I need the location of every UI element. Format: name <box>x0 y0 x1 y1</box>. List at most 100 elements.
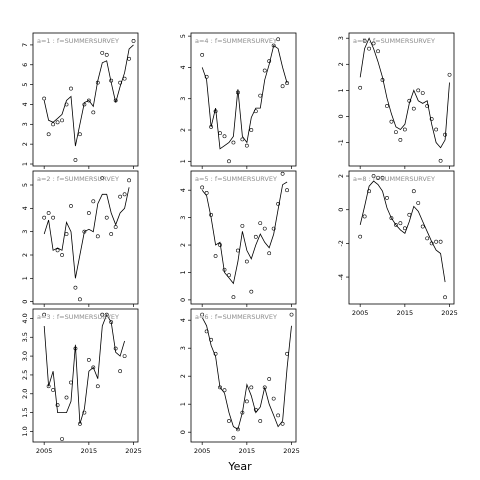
fitted-line <box>43 44 134 147</box>
data-point <box>402 226 407 231</box>
data-point <box>438 158 443 163</box>
data-point <box>209 124 214 129</box>
data-point <box>380 175 385 180</box>
data-point <box>95 80 100 85</box>
data-point <box>100 312 105 317</box>
panel-a4: 1 2 3 4 5 a=4 : f=SUMMERSURVEY <box>179 32 297 169</box>
data-point <box>64 395 69 400</box>
data-point <box>104 52 109 57</box>
data-point <box>244 399 249 404</box>
data-point <box>127 178 131 183</box>
y-tick-label: 3 <box>179 97 187 101</box>
data-point <box>213 351 218 356</box>
data-point <box>416 88 421 93</box>
data-point <box>91 365 96 370</box>
data-point <box>91 110 96 115</box>
fitted-line <box>201 181 288 285</box>
data-point <box>276 202 281 206</box>
data-point <box>236 90 240 95</box>
y-tick-label: 3 <box>337 36 345 40</box>
data-point <box>285 188 289 193</box>
panel-a6: 0 1 2 3 4 2005 2015 2025 a=6 : f=SUMMERSURVEY <box>179 308 300 455</box>
x-tick-label: 2005 <box>352 309 369 317</box>
data-point <box>371 41 376 46</box>
data-point <box>443 132 447 137</box>
data-point <box>240 137 245 142</box>
y-tick-label: 1 <box>337 88 345 92</box>
data-point <box>407 212 412 217</box>
data-point <box>95 384 100 389</box>
data-point <box>46 132 51 137</box>
data-point <box>213 254 218 258</box>
data-point <box>389 216 394 221</box>
data-point <box>358 234 363 239</box>
panel-frame <box>32 170 139 305</box>
data-point <box>380 78 385 82</box>
data-point <box>109 320 114 325</box>
y-tick-label: 3.0 <box>21 351 29 361</box>
data-point <box>42 312 47 317</box>
data-point <box>78 132 82 137</box>
x-tick-label: 2005 <box>194 447 211 455</box>
data-point <box>51 122 56 127</box>
panel-frame <box>32 32 139 167</box>
data-point <box>218 131 222 136</box>
data-point <box>271 396 276 401</box>
data-point <box>447 72 452 77</box>
data-point <box>362 38 367 43</box>
panel-a5: 0 1 2 3 4 a=5 : f=SUMMERSURVEY <box>179 170 297 307</box>
data-point <box>402 127 407 132</box>
data-point <box>95 234 100 239</box>
panel-a1: 1 2 3 4 5 6 7 a=1 : f=SUMMERSURVEY <box>21 32 139 169</box>
y-tick-label: 2 <box>21 142 29 146</box>
panel-label: a=3 : f=SUMMERSURVEY <box>37 313 119 321</box>
y-tick-label: 4 <box>179 318 187 322</box>
data-point <box>118 80 123 85</box>
data-point <box>376 175 380 180</box>
data-point <box>69 86 73 91</box>
y-tick-label: -4 <box>337 274 345 280</box>
y-tick-label: 0 <box>337 114 345 118</box>
data-point <box>267 377 272 381</box>
data-point <box>204 191 209 195</box>
x-tick-label: 2015 <box>239 447 256 455</box>
data-point <box>122 354 127 358</box>
data-point <box>104 215 109 220</box>
x-axis-title: Year <box>227 460 252 473</box>
y-tick-label: 1 <box>179 159 187 163</box>
x-tick-label: 2025 <box>125 447 142 455</box>
data-point <box>398 221 403 226</box>
data-point <box>371 174 376 178</box>
data-point <box>222 267 227 272</box>
y-tick-label: 6 <box>21 63 29 67</box>
y-tick-label: 2.5 <box>21 370 29 380</box>
data-point <box>249 128 254 132</box>
y-tick-label: 2 <box>179 243 187 247</box>
panel-label: a=7 : f=SUMMERSURVEY <box>353 37 435 45</box>
data-point <box>69 380 73 385</box>
y-tick-label: 3 <box>21 230 29 234</box>
data-point <box>258 221 263 226</box>
data-point <box>55 120 60 125</box>
panel-label: a=5 : f=SUMMERSURVEY <box>195 175 277 183</box>
data-point <box>258 93 263 98</box>
data-point <box>55 403 60 407</box>
data-point <box>109 78 114 83</box>
data-point <box>231 435 236 440</box>
panel-label: a=4 : f=SUMMERSURVEY <box>195 37 277 45</box>
data-point <box>262 385 267 390</box>
data-point <box>420 91 425 95</box>
data-point <box>253 234 258 239</box>
data-point <box>280 171 285 176</box>
x-tick-label: 2025 <box>441 309 458 317</box>
y-tick-label: 2 <box>337 62 345 66</box>
y-tick-label: 1 <box>21 276 29 280</box>
panel-frame <box>190 170 297 305</box>
data-point <box>51 215 56 220</box>
data-point <box>64 232 69 236</box>
data-point <box>222 388 227 393</box>
data-point <box>240 410 245 415</box>
data-point <box>271 43 276 48</box>
data-point <box>262 226 267 231</box>
